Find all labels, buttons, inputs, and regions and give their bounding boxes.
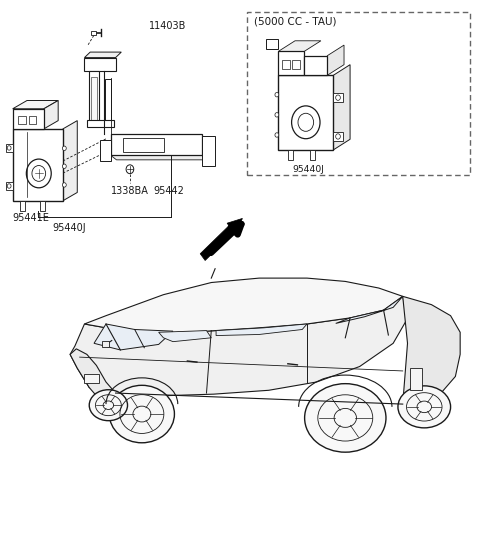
Bar — [29, 116, 36, 125]
Bar — [410, 368, 422, 390]
Polygon shape — [336, 296, 403, 324]
Text: 95440J: 95440J — [293, 165, 324, 174]
Polygon shape — [94, 324, 173, 350]
Bar — [282, 60, 290, 69]
Polygon shape — [333, 65, 350, 150]
Polygon shape — [44, 100, 58, 129]
Bar — [6, 144, 12, 152]
Ellipse shape — [305, 384, 386, 452]
Polygon shape — [84, 278, 403, 334]
Bar — [310, 150, 315, 160]
Text: 1338BA: 1338BA — [111, 186, 149, 196]
Polygon shape — [278, 41, 321, 52]
Ellipse shape — [109, 386, 174, 443]
Circle shape — [62, 164, 66, 168]
Bar — [12, 129, 63, 201]
Polygon shape — [200, 218, 242, 260]
Bar — [278, 75, 333, 150]
Text: 11403B: 11403B — [149, 20, 186, 30]
Bar — [100, 140, 111, 161]
Bar — [304, 56, 327, 75]
Circle shape — [62, 146, 66, 151]
Ellipse shape — [89, 389, 128, 420]
Bar — [292, 60, 300, 69]
Bar — [102, 341, 109, 347]
Bar — [202, 136, 215, 167]
Circle shape — [275, 133, 279, 137]
Bar — [84, 58, 116, 71]
Bar — [105, 79, 111, 124]
Polygon shape — [158, 331, 211, 342]
Bar — [266, 39, 278, 49]
Polygon shape — [327, 45, 344, 75]
Circle shape — [275, 93, 279, 97]
Bar — [87, 120, 114, 127]
Bar — [333, 93, 343, 102]
Text: (5000 CC - TAU): (5000 CC - TAU) — [254, 16, 337, 26]
Bar — [12, 109, 44, 129]
Bar — [20, 201, 25, 211]
FancyBboxPatch shape — [247, 12, 470, 175]
Bar — [6, 182, 12, 190]
Text: 95440J: 95440J — [52, 223, 85, 233]
Bar — [333, 132, 343, 141]
Polygon shape — [12, 100, 58, 109]
Circle shape — [62, 183, 66, 187]
Bar — [91, 77, 97, 121]
Bar — [89, 71, 99, 124]
Text: 95442: 95442 — [154, 186, 185, 196]
Bar — [91, 30, 96, 35]
Polygon shape — [403, 296, 460, 404]
Bar — [123, 138, 164, 152]
Bar — [111, 135, 202, 156]
Bar — [288, 150, 293, 160]
Polygon shape — [111, 156, 207, 160]
Polygon shape — [63, 121, 77, 201]
Polygon shape — [70, 349, 116, 407]
Bar — [40, 201, 45, 211]
Circle shape — [275, 112, 279, 117]
Polygon shape — [216, 324, 307, 336]
Bar — [84, 375, 99, 383]
Polygon shape — [70, 296, 408, 396]
Text: 95441E: 95441E — [12, 213, 49, 223]
Polygon shape — [84, 52, 121, 58]
Ellipse shape — [398, 386, 451, 428]
Bar — [278, 52, 304, 75]
Bar — [18, 116, 26, 125]
